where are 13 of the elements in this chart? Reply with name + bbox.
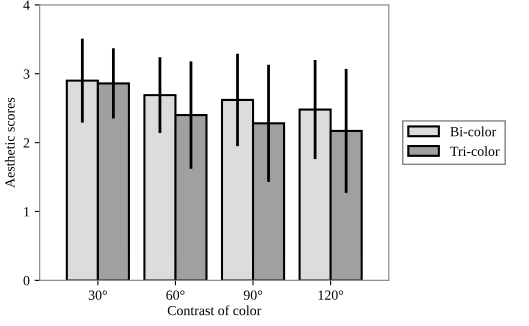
y-tick-label: 0 [24, 276, 30, 286]
y-tick-label: 1 [24, 207, 30, 216]
x-tick-label: 60° [166, 290, 184, 300]
y-tick-label: 4 [23, 0, 30, 10]
x-tick-label: 120° [318, 290, 344, 300]
x-tick-label: 30° [88, 290, 107, 300]
y-tick-label: 2 [24, 138, 30, 148]
legend-label: Bi-color [450, 126, 496, 136]
y-axis-title: Aesthetic scores [4, 98, 15, 188]
x-axis-title: Contrast of color [168, 305, 262, 316]
y-tick-label: 3 [24, 69, 30, 79]
legend-label: Tri-color [450, 146, 500, 156]
x-tick-label: 90° [244, 290, 262, 300]
